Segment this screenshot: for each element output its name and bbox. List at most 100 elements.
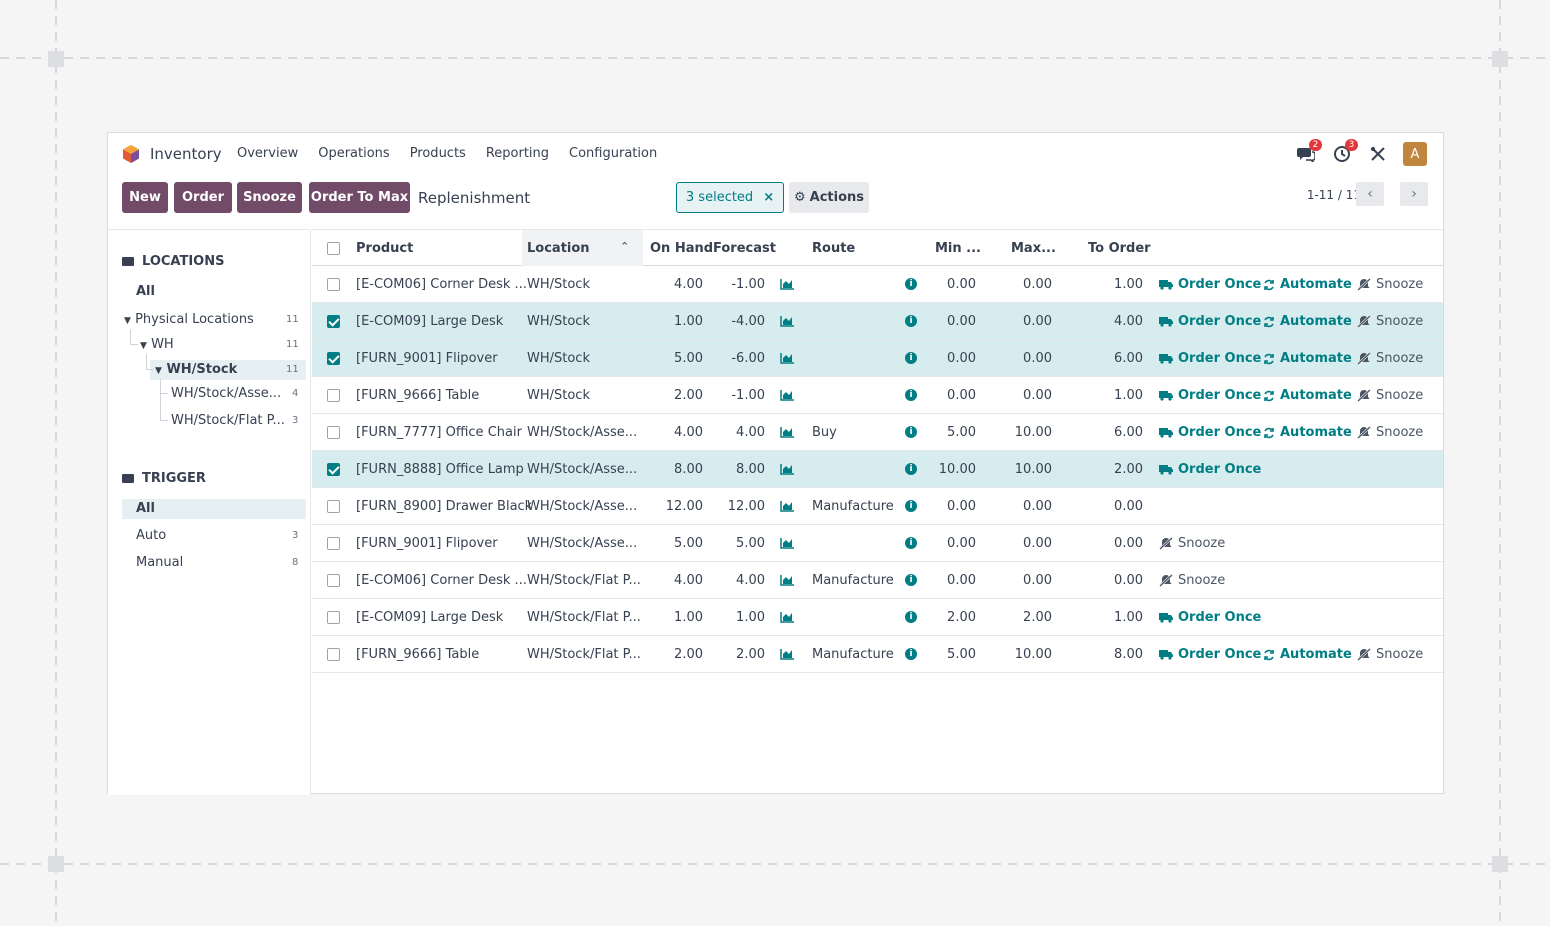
table-row[interactable]: [FURN_7777] Office Chair WH/Stock/Asse...… bbox=[312, 414, 1443, 451]
location-wh-stock-assembly[interactable]: WH/Stock/Asse... bbox=[171, 386, 282, 401]
order-once-button[interactable]: Order Once bbox=[1159, 425, 1261, 440]
cell-max[interactable]: 0.00 bbox=[1023, 388, 1052, 403]
cell-location[interactable]: WH/Stock/Asse... bbox=[527, 425, 638, 440]
cell-max[interactable]: 10.00 bbox=[1014, 462, 1052, 477]
cell-min[interactable]: 2.00 bbox=[947, 610, 976, 625]
snooze-button[interactable]: Snooze bbox=[237, 182, 302, 213]
location-wh[interactable]: ▼ WH bbox=[140, 337, 174, 352]
cell-location[interactable]: WH/Stock/Flat P... bbox=[527, 647, 641, 662]
automate-button[interactable]: Automate bbox=[1263, 314, 1352, 329]
info-icon[interactable]: i bbox=[905, 611, 917, 623]
cell-to-order[interactable]: 0.00 bbox=[1114, 499, 1143, 514]
cell-location[interactable]: WH/Stock/Asse... bbox=[527, 499, 638, 514]
user-avatar[interactable]: A bbox=[1403, 142, 1427, 166]
table-row[interactable]: [FURN_9001] Flipover WH/Stock 5.00 -6.00 i 0.… bbox=[312, 340, 1443, 377]
cell-min[interactable]: 0.00 bbox=[947, 314, 976, 329]
trigger-auto[interactable]: Auto bbox=[136, 528, 167, 543]
cell-min[interactable]: 10.00 bbox=[938, 462, 976, 477]
location-physical-locations[interactable]: ▼ Physical Locations bbox=[124, 312, 254, 327]
cell-location[interactable]: WH/Stock bbox=[527, 351, 590, 366]
forecast-graph-icon[interactable] bbox=[780, 389, 795, 401]
cell-min[interactable]: 0.00 bbox=[947, 351, 976, 366]
cell-product[interactable]: [E-COM06] Corner Desk ... bbox=[356, 277, 527, 292]
cell-location[interactable]: WH/Stock/Asse... bbox=[527, 462, 638, 477]
table-row[interactable]: [E-COM09] Large Desk WH/Stock 1.00 -4.00 i 0.… bbox=[312, 303, 1443, 340]
cell-route[interactable]: Manufacture bbox=[812, 499, 894, 514]
cell-min[interactable]: 0.00 bbox=[947, 388, 976, 403]
cell-to-order[interactable]: 0.00 bbox=[1114, 536, 1143, 551]
cell-route[interactable]: Buy bbox=[812, 425, 837, 440]
order-button[interactable]: Order bbox=[174, 182, 232, 213]
pager-previous-icon[interactable]: ‹ bbox=[1356, 182, 1384, 206]
debug-tools-icon[interactable] bbox=[1367, 143, 1389, 165]
table-row[interactable]: [FURN_9666] Table WH/Stock/Flat P... 2.00 2… bbox=[312, 636, 1443, 673]
cell-max[interactable]: 10.00 bbox=[1014, 425, 1052, 440]
row-checkbox[interactable] bbox=[327, 315, 340, 328]
order-once-button[interactable]: Order Once bbox=[1159, 314, 1261, 329]
row-checkbox[interactable] bbox=[327, 648, 340, 661]
cell-max[interactable]: 0.00 bbox=[1023, 277, 1052, 292]
automate-button[interactable]: Automate bbox=[1263, 647, 1352, 662]
info-icon[interactable]: i bbox=[905, 352, 917, 364]
info-icon[interactable]: i bbox=[905, 426, 917, 438]
cell-to-order[interactable]: 4.00 bbox=[1114, 314, 1143, 329]
cell-location[interactable]: WH/Stock/Flat P... bbox=[527, 610, 641, 625]
cell-min[interactable]: 0.00 bbox=[947, 277, 976, 292]
cell-location[interactable]: WH/Stock bbox=[527, 388, 590, 403]
cell-to-order[interactable]: 6.00 bbox=[1114, 425, 1143, 440]
cell-to-order[interactable]: 6.00 bbox=[1114, 351, 1143, 366]
forecast-graph-icon[interactable] bbox=[780, 611, 795, 623]
menu-overview[interactable]: Overview bbox=[237, 146, 299, 161]
header-max[interactable]: Max... bbox=[1011, 241, 1056, 256]
menu-configuration[interactable]: Configuration bbox=[569, 146, 658, 161]
cell-location[interactable]: WH/Stock/Asse... bbox=[527, 536, 638, 551]
row-checkbox[interactable] bbox=[327, 537, 340, 550]
row-checkbox[interactable] bbox=[327, 611, 340, 624]
table-row[interactable]: [FURN_9001] Flipover WH/Stock/Asse... 5.00… bbox=[312, 525, 1443, 562]
cell-product[interactable]: [E-COM09] Large Desk bbox=[356, 314, 504, 329]
messages-icon[interactable]: 2 bbox=[1295, 139, 1322, 165]
location-all[interactable]: All bbox=[136, 284, 155, 299]
app-name[interactable]: Inventory bbox=[150, 145, 222, 163]
automate-button[interactable]: Automate bbox=[1263, 388, 1352, 403]
cell-min[interactable]: 5.00 bbox=[947, 647, 976, 662]
menu-products[interactable]: Products bbox=[409, 146, 466, 161]
row-checkbox[interactable] bbox=[327, 352, 340, 365]
order-to-max-button[interactable]: Order To Max bbox=[309, 182, 410, 213]
cell-route[interactable]: Manufacture bbox=[812, 573, 894, 588]
forecast-graph-icon[interactable] bbox=[780, 537, 795, 549]
table-row[interactable]: [FURN_8888] Office Lamp WH/Stock/Asse... 8… bbox=[312, 451, 1443, 488]
table-row[interactable]: [E-COM06] Corner Desk ... WH/Stock 4.00 -1.… bbox=[312, 266, 1443, 303]
forecast-graph-icon[interactable] bbox=[780, 463, 795, 475]
header-on-hand[interactable]: On Hand bbox=[650, 241, 714, 256]
cell-location[interactable]: WH/Stock bbox=[527, 314, 590, 329]
info-icon[interactable]: i bbox=[905, 500, 917, 512]
info-icon[interactable]: i bbox=[905, 574, 917, 586]
snooze-row-button[interactable]: Snooze bbox=[1159, 573, 1225, 588]
snooze-row-button[interactable]: Snooze bbox=[1357, 388, 1423, 403]
cell-product[interactable]: [FURN_7777] Office Chair bbox=[356, 425, 522, 440]
cell-route[interactable]: Manufacture bbox=[812, 647, 894, 662]
automate-button[interactable]: Automate bbox=[1263, 351, 1352, 366]
automate-button[interactable]: Automate bbox=[1263, 277, 1352, 292]
header-min[interactable]: Min ... bbox=[935, 241, 981, 256]
menu-operations[interactable]: Operations bbox=[318, 146, 390, 161]
location-wh-stock[interactable]: ▼ WH/Stock bbox=[155, 362, 238, 377]
inventory-logo-icon[interactable] bbox=[122, 144, 140, 164]
cell-min[interactable]: 0.00 bbox=[947, 573, 976, 588]
automate-button[interactable]: Automate bbox=[1263, 425, 1352, 440]
info-icon[interactable]: i bbox=[905, 648, 917, 660]
actions-button[interactable]: ⚙ Actions bbox=[789, 182, 869, 213]
cell-max[interactable]: 0.00 bbox=[1023, 499, 1052, 514]
snooze-row-button[interactable]: Snooze bbox=[1357, 277, 1423, 292]
row-checkbox[interactable] bbox=[327, 463, 340, 476]
info-icon[interactable]: i bbox=[905, 389, 917, 401]
pager-value[interactable]: 1-11 / 11 bbox=[1306, 188, 1361, 202]
forecast-graph-icon[interactable] bbox=[780, 352, 795, 364]
trigger-manual[interactable]: Manual bbox=[136, 555, 184, 570]
order-once-button[interactable]: Order Once bbox=[1159, 388, 1261, 403]
location-wh-stock-flat[interactable]: WH/Stock/Flat P... bbox=[171, 413, 285, 428]
cell-to-order[interactable]: 1.00 bbox=[1114, 610, 1143, 625]
new-button[interactable]: New bbox=[122, 182, 168, 213]
cell-location[interactable]: WH/Stock bbox=[527, 277, 590, 292]
